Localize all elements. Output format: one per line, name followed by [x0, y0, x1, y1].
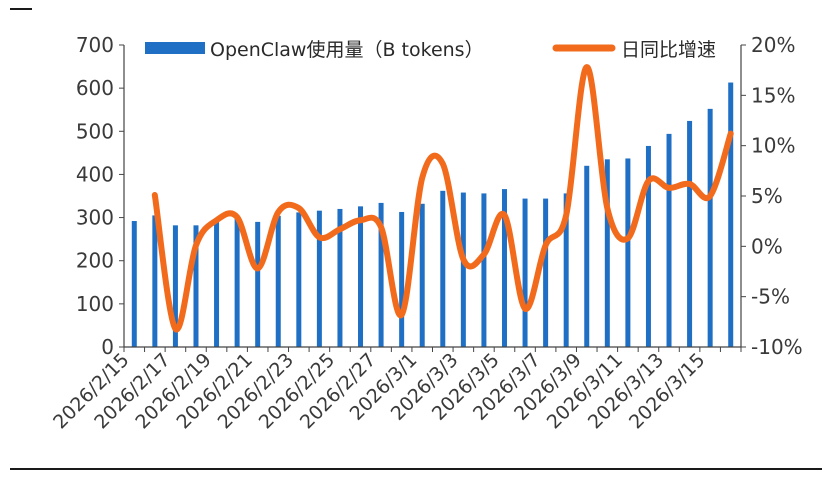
line-point — [483, 253, 485, 256]
bar — [193, 225, 199, 347]
bar — [255, 221, 261, 347]
bar-series — [131, 82, 734, 347]
line-point — [627, 237, 629, 240]
y-left-tick-label: 700 — [76, 33, 114, 57]
line-point — [688, 183, 691, 185]
bar — [604, 159, 610, 347]
bar — [501, 189, 507, 347]
line-point — [729, 132, 732, 135]
line-point — [318, 236, 321, 239]
line-point — [421, 177, 424, 179]
bottom-rule — [10, 468, 822, 470]
line-point — [380, 226, 382, 229]
bar — [707, 108, 713, 347]
y-right-tick-label: 15% — [751, 83, 795, 107]
line-point — [606, 207, 609, 209]
bar — [440, 190, 446, 347]
line-point — [174, 328, 177, 330]
bar — [275, 215, 281, 347]
line-point — [154, 194, 156, 196]
line-point — [195, 244, 197, 247]
bar — [316, 210, 322, 347]
line-point — [462, 258, 465, 261]
line-point — [339, 228, 341, 231]
line-point — [647, 180, 650, 182]
line-point — [256, 267, 259, 270]
legend-bar-label: OpenClaw使用量（B tokens） — [210, 39, 484, 61]
line-series — [151, 64, 734, 333]
y-left-tick-label: 300 — [76, 206, 114, 230]
bar — [584, 165, 590, 347]
bar — [728, 82, 734, 347]
bar — [131, 221, 137, 347]
bar — [152, 215, 158, 347]
bar — [419, 203, 425, 347]
legend-line-label: 日同比增速 — [621, 39, 716, 61]
bar — [378, 202, 384, 347]
line-point — [441, 162, 444, 165]
bar — [481, 193, 487, 347]
line-point — [277, 211, 280, 213]
y-left-tick-label: 400 — [76, 162, 114, 186]
line-point — [544, 244, 547, 247]
legend-bar-swatch — [145, 42, 205, 54]
y-right-tick-label: 10% — [751, 134, 795, 158]
top-rule — [10, 8, 32, 10]
line-point — [565, 214, 567, 216]
line-point — [400, 313, 403, 316]
bar — [563, 193, 569, 347]
line-point — [585, 66, 588, 68]
line-point — [215, 219, 218, 221]
y-left-tick-label: 200 — [76, 249, 114, 273]
y-left-tick-label: 100 — [76, 292, 114, 316]
bar — [543, 198, 549, 347]
y-right-tick-label: -10% — [751, 335, 803, 359]
y-left-tick-label: 600 — [76, 76, 114, 100]
bar — [296, 212, 302, 347]
line-point — [503, 214, 506, 216]
bar — [214, 221, 220, 347]
bar — [522, 198, 528, 347]
y-left-tick-label: 0 — [101, 335, 114, 359]
y-right-tick-label: 0% — [751, 234, 783, 258]
y-right-tick-label: 20% — [751, 33, 795, 57]
line-point — [709, 195, 711, 197]
bar — [687, 120, 693, 347]
line-point — [298, 207, 300, 209]
bar — [337, 208, 343, 347]
bar — [460, 192, 466, 347]
bar — [399, 211, 405, 347]
y-left-tick-label: 500 — [76, 119, 114, 143]
bar — [645, 145, 651, 347]
line-point — [359, 219, 362, 221]
line-point — [668, 187, 670, 189]
line-point — [236, 216, 238, 218]
bar — [234, 218, 240, 347]
y-right-tick-label: 5% — [751, 184, 783, 208]
bar — [625, 158, 631, 347]
y-right-tick-label: -5% — [751, 285, 790, 309]
bar — [172, 225, 178, 347]
bar — [666, 133, 672, 347]
legend: OpenClaw使用量（B tokens） 日同比增速 — [145, 39, 716, 61]
line-point — [524, 307, 526, 310]
bar — [358, 206, 364, 347]
